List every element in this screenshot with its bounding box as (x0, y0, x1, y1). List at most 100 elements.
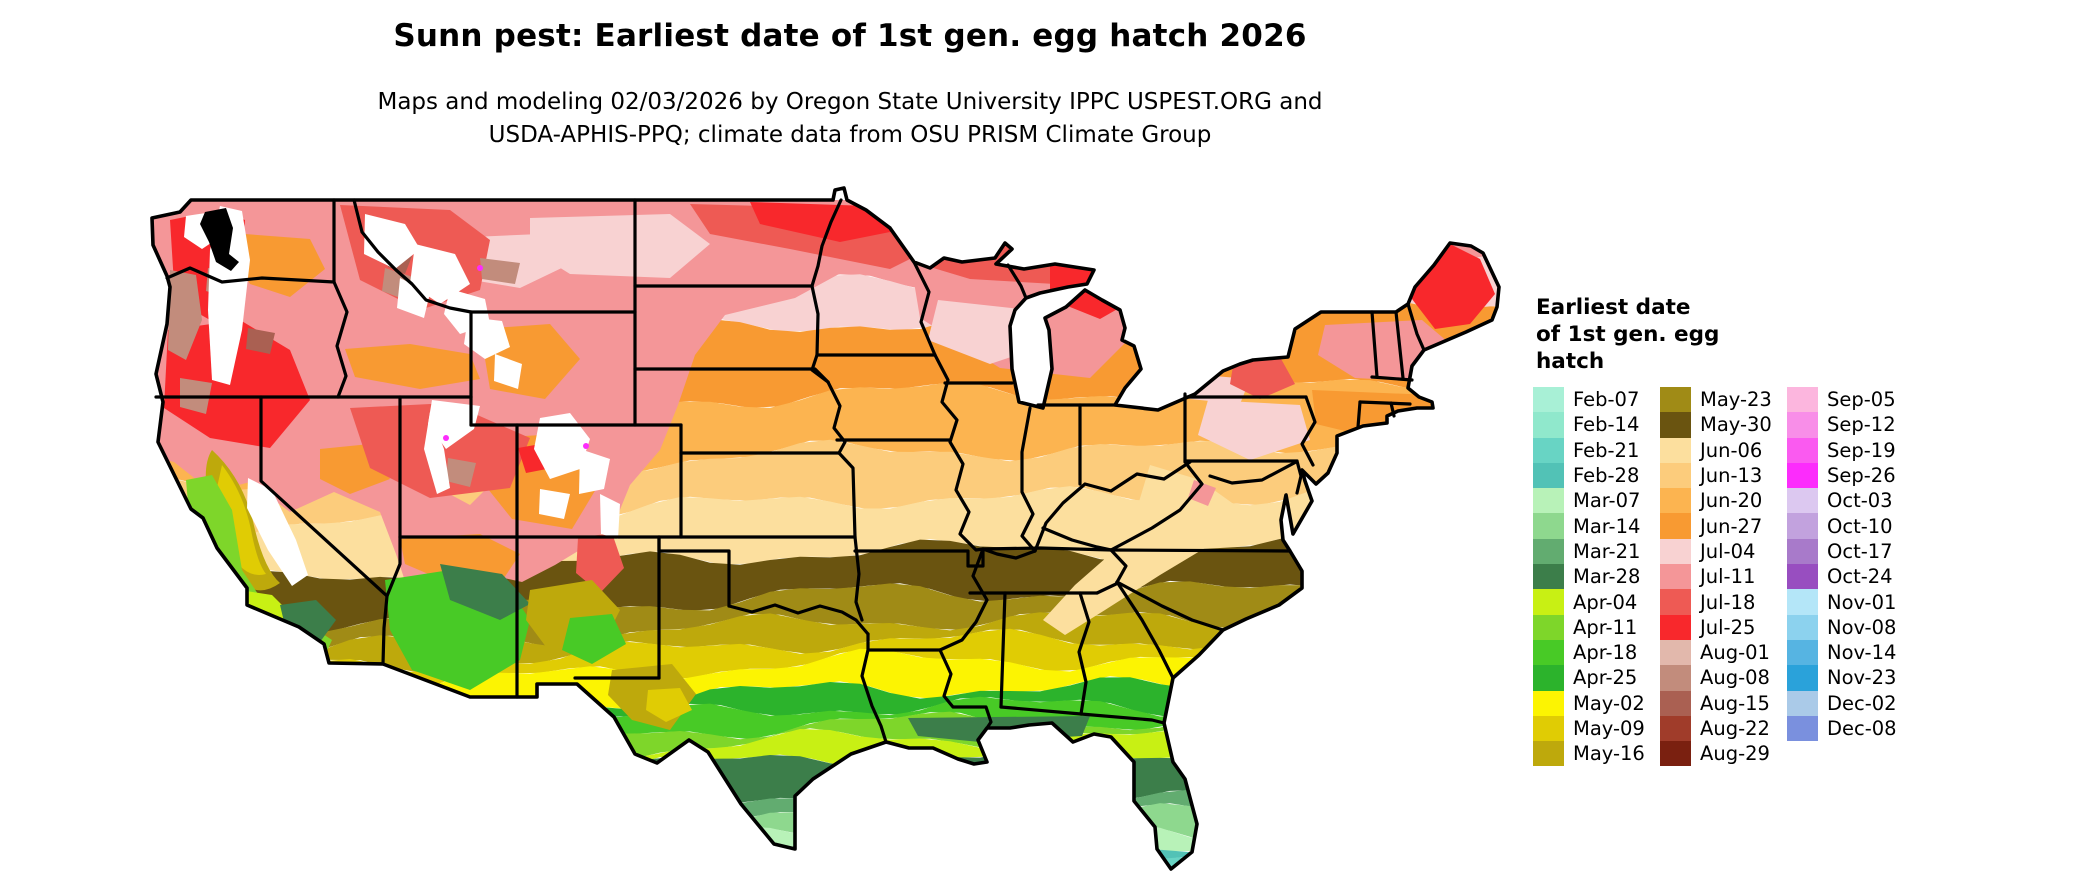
legend-item: Sep-26 (1787, 462, 1927, 489)
band-mar-21 (152, 766, 1499, 856)
legend-date-label: Nov-01 (1827, 590, 1897, 614)
legend-swatch (1787, 639, 1818, 666)
legend-swatch (1660, 639, 1691, 666)
legend-date-label: Jul-04 (1700, 539, 1756, 563)
legend-item: Jul-11 (1660, 564, 1787, 590)
legend-date-label: Jul-18 (1700, 590, 1756, 614)
legend-item: Mar-07 (1533, 488, 1660, 514)
band-may-30 (152, 530, 1499, 632)
legend-item: Feb-14 (1533, 412, 1660, 438)
legend-item: Apr-11 (1533, 614, 1660, 640)
legend-date-label: Nov-23 (1827, 666, 1897, 690)
legend-swatch (1660, 538, 1691, 565)
legend-swatch (1533, 715, 1564, 742)
us-outline (150, 186, 1501, 871)
legend-item: Jul-25 (1660, 614, 1787, 640)
band-mar-14 (152, 781, 1499, 869)
legend-date-label: Feb-28 (1573, 464, 1640, 488)
legend-date-label: Jun-13 (1700, 464, 1763, 488)
legend-item: Nov-23 (1787, 665, 1927, 691)
legend-date-label: Nov-14 (1827, 641, 1897, 665)
legend-date-label: Sep-26 (1827, 464, 1896, 488)
legend-date-label: May-30 (1700, 413, 1772, 437)
legend-item: Aug-15 (1660, 690, 1787, 716)
legend-swatch (1660, 741, 1691, 767)
band-may-23 (152, 560, 1499, 666)
legend-date-label: Oct-10 (1827, 514, 1893, 538)
legend-item: May-09 (1533, 715, 1660, 742)
legend-date-label: Nov-08 (1827, 615, 1897, 639)
band-feb-07 (150, 872, 1550, 892)
legend-date-label: May-23 (1700, 388, 1772, 412)
legend-date-label: Aug-08 (1700, 666, 1770, 690)
legend-swatch (1533, 462, 1564, 489)
legend-item: Mar-14 (1533, 513, 1660, 539)
legend-item: Jun-13 (1660, 462, 1787, 489)
band-feb-28 (152, 824, 1499, 869)
legend-item: Jul-04 (1660, 538, 1787, 565)
legend-swatch (1787, 513, 1818, 539)
legend-swatch (1787, 614, 1818, 640)
legend-item: Apr-25 (1533, 665, 1660, 691)
legend-item: Aug-08 (1660, 665, 1787, 691)
legend-date-label: Apr-25 (1573, 666, 1638, 690)
legend-item: Sep-05 (1787, 387, 1927, 413)
legend-date-label: Apr-04 (1573, 590, 1638, 614)
legend-swatch (1660, 437, 1691, 463)
legend-date-label: Apr-18 (1573, 641, 1638, 665)
legend-title-line: of 1st gen. egg (1536, 322, 1720, 347)
legend-item: Feb-07 (1533, 387, 1660, 413)
legend-swatch (1533, 564, 1564, 590)
legend-date-label: Mar-28 (1573, 565, 1641, 589)
legend-grid: Feb-07 Feb-14 Feb-21 Feb-28 Mar-07 Mar-14 Mar-… (1533, 387, 2073, 767)
map-legend: Earliest date of 1st gen. egg hatch Feb-07… (1533, 294, 2073, 767)
legend-swatch (1660, 462, 1691, 489)
legend-swatch (1660, 690, 1691, 716)
legend-swatch (1787, 462, 1818, 489)
legend-date-label: Mar-21 (1573, 539, 1641, 563)
legend-swatch (1787, 387, 1818, 413)
band-mar-07 (152, 808, 1499, 869)
legend-title-line: Earliest date (1536, 295, 1691, 320)
legend-date-label: Jul-25 (1700, 615, 1756, 639)
legend-date-label: Aug-15 (1700, 691, 1770, 715)
legend-swatch (1787, 564, 1818, 590)
legend-swatch (1533, 614, 1564, 640)
legend-item: Sep-19 (1787, 437, 1927, 463)
page-subtitle: Maps and modeling 02/03/2026 by Oregon S… (0, 86, 1700, 152)
legend-date-label: Oct-17 (1827, 539, 1893, 563)
legend-date-label: Dec-08 (1827, 717, 1897, 740)
legend-item: Feb-21 (1533, 437, 1660, 463)
legend-swatch (1533, 589, 1564, 615)
legend-column: Feb-07 Feb-14 Feb-21 Feb-28 Mar-07 Mar-14 Mar-… (1533, 387, 1660, 767)
legend-date-label: May-02 (1573, 691, 1645, 715)
legend-item: Nov-08 (1787, 614, 1927, 640)
legend-date-label: Mar-07 (1573, 489, 1641, 513)
subtitle-line-1: Maps and modeling 02/03/2026 by Oregon S… (377, 89, 1323, 115)
legend-item: May-30 (1660, 412, 1787, 438)
legend-swatch (1660, 665, 1691, 691)
legend-date-label: Aug-29 (1700, 742, 1770, 766)
legend-column: May-23 May-30 Jun-06 Jun-13 Jun-20 Jun-27 Jul-… (1660, 387, 1787, 767)
band-feb-21 (152, 832, 1499, 869)
legend-date-label: Feb-14 (1573, 413, 1640, 437)
legend-item: Oct-03 (1787, 488, 1927, 514)
legend-date-label: Jun-27 (1700, 514, 1763, 538)
subtitle-line-2: USDA-APHIS-PPQ; climate data from OSU PR… (488, 122, 1212, 148)
legend-swatch (1787, 589, 1818, 615)
legend-title: Earliest date of 1st gen. egg hatch (1536, 294, 2073, 375)
legend-swatch (1787, 437, 1818, 463)
legend-swatch (1787, 538, 1818, 565)
legend-date-label: Oct-24 (1827, 565, 1893, 589)
legend-date-label: Jul-11 (1700, 565, 1756, 589)
legend-swatch (1533, 513, 1564, 539)
band-may-16 (152, 594, 1499, 690)
legend-swatch (1533, 387, 1564, 413)
legend-item: Apr-18 (1533, 639, 1660, 666)
legend-item: Jun-06 (1660, 437, 1787, 463)
band-feb-14 (152, 847, 1499, 869)
page-title: Sunn pest: Earliest date of 1st gen. egg… (393, 18, 1307, 54)
legend-item: Jul-18 (1660, 589, 1787, 615)
legend-swatch (1533, 412, 1564, 438)
